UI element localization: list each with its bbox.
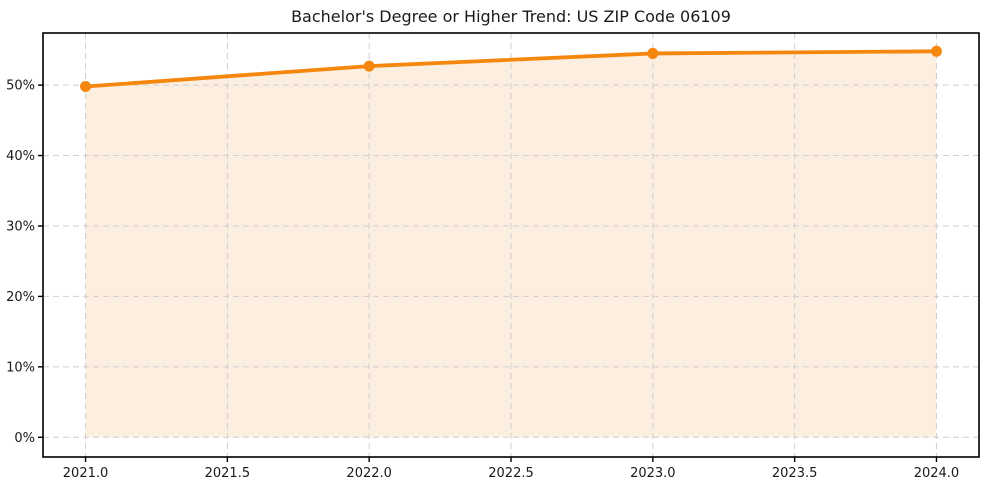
data-point-marker bbox=[930, 45, 942, 57]
x-tick-label: 2024.0 bbox=[914, 466, 960, 481]
y-tick-label: 20% bbox=[6, 290, 35, 305]
trend-line bbox=[83, 49, 939, 89]
x-tick-label: 2022.0 bbox=[346, 466, 392, 481]
y-tick-label: 30% bbox=[6, 219, 35, 234]
y-tick-label: 50% bbox=[6, 79, 35, 94]
y-tick-label: 0% bbox=[14, 431, 35, 446]
x-tick-label: 2021.0 bbox=[63, 466, 109, 481]
data-point-marker bbox=[363, 60, 375, 72]
data-point-marker bbox=[80, 81, 92, 93]
x-tick-label: 2022.5 bbox=[488, 466, 534, 481]
x-tick-label: 2023.5 bbox=[772, 466, 818, 481]
x-tick-label: 2023.0 bbox=[630, 466, 676, 481]
data-point-marker bbox=[647, 47, 659, 59]
y-tick-label: 10% bbox=[6, 360, 35, 375]
x-tick-label: 2021.5 bbox=[205, 466, 251, 481]
chart-title: Bachelor's Degree or Higher Trend: US ZI… bbox=[291, 7, 731, 26]
y-tick-label: 40% bbox=[6, 149, 35, 164]
